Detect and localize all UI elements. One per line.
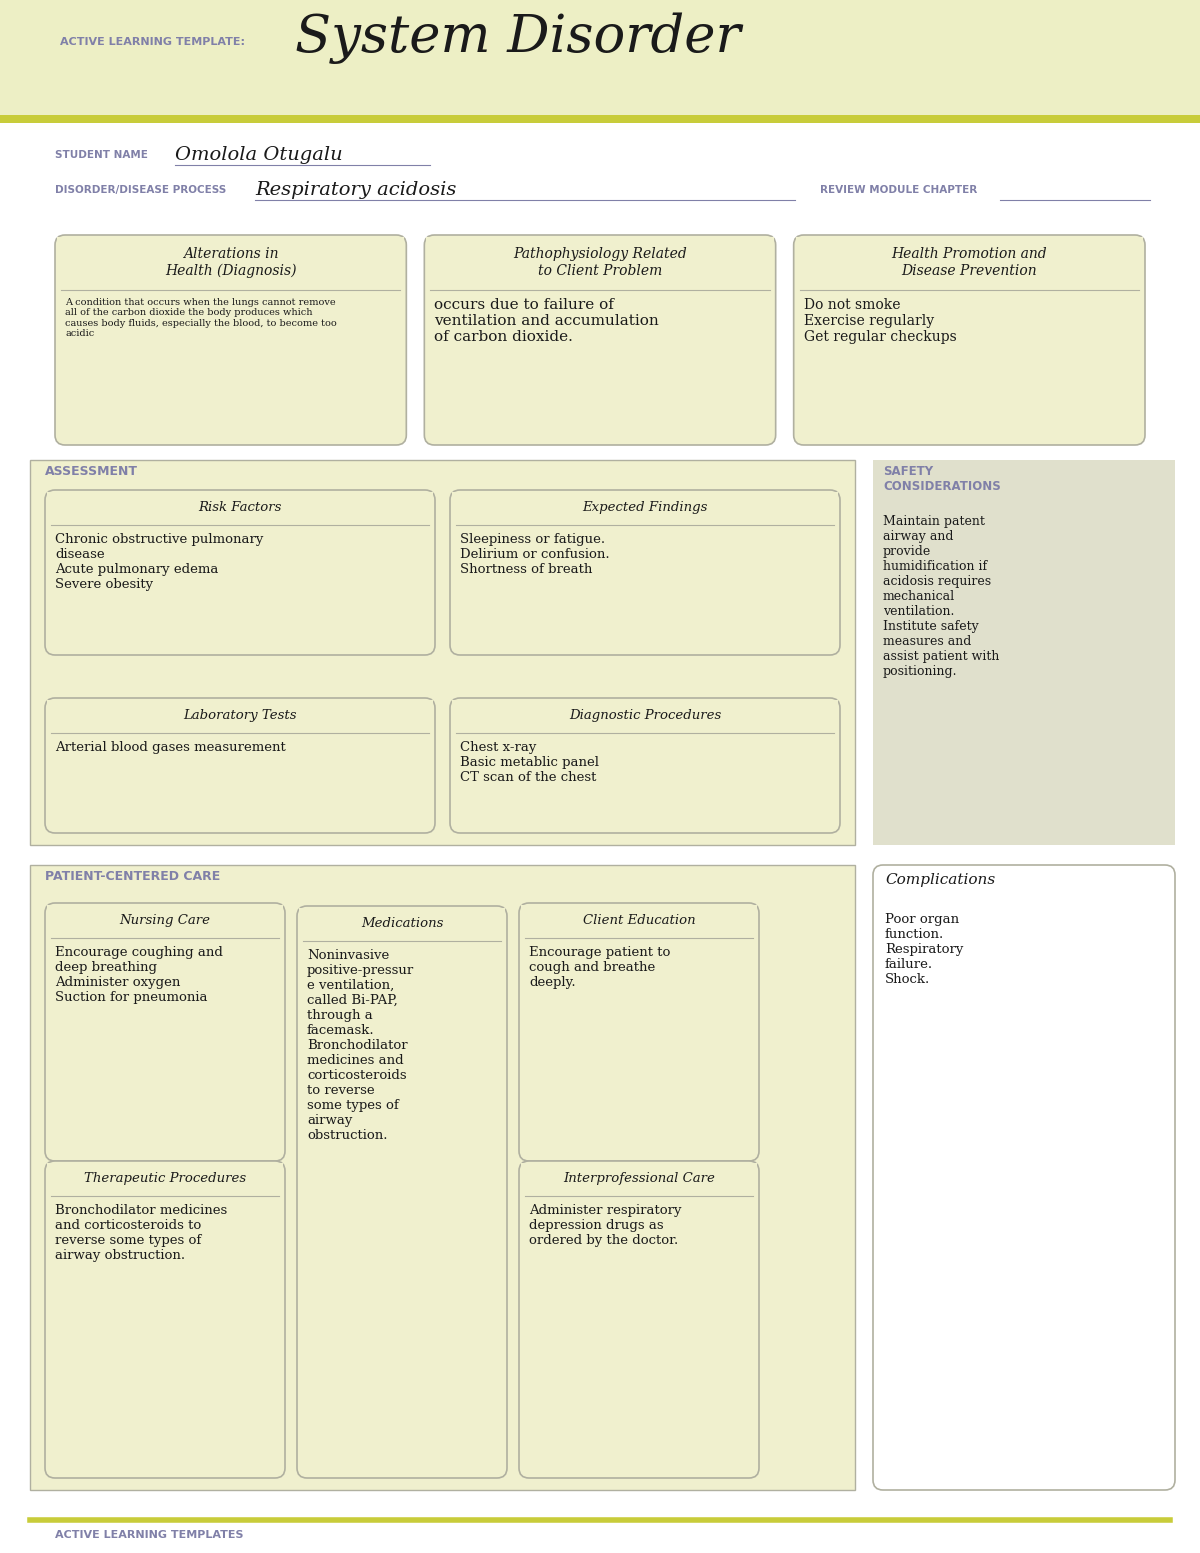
Text: Encourage coughing and
deep breathing
Administer oxygen
Suction for pneumonia: Encourage coughing and deep breathing Ad…	[55, 946, 223, 1003]
Text: Interprofessional Care: Interprofessional Care	[563, 1173, 715, 1185]
Text: Client Education: Client Education	[583, 915, 695, 927]
FancyBboxPatch shape	[46, 697, 436, 832]
Text: Poor organ
function.
Respiratory
failure.
Shock.: Poor organ function. Respiratory failure…	[886, 913, 964, 986]
Text: PATIENT-CENTERED CARE: PATIENT-CENTERED CARE	[46, 870, 221, 884]
Text: Laboratory Tests: Laboratory Tests	[184, 710, 296, 722]
Bar	[47, 700, 433, 733]
Text: STUDENT NAME: STUDENT NAME	[55, 151, 148, 160]
FancyBboxPatch shape	[46, 902, 286, 1162]
Text: Medications: Medications	[361, 916, 443, 930]
Bar	[299, 909, 505, 941]
FancyBboxPatch shape	[298, 905, 508, 1478]
Text: Expected Findings: Expected Findings	[582, 502, 708, 514]
FancyBboxPatch shape	[46, 491, 436, 655]
Bar	[30, 865, 854, 1489]
FancyBboxPatch shape	[793, 235, 1145, 446]
Text: ACTIVE LEARNING TEMPLATES: ACTIVE LEARNING TEMPLATES	[55, 1530, 244, 1541]
FancyBboxPatch shape	[46, 1162, 286, 1478]
Bar	[47, 905, 283, 938]
Bar	[874, 460, 1175, 845]
Text: Noninvasive
positive-pressur
e ventilation,
called Bi-PAP,
through a
facemask.
B: Noninvasive positive-pressur e ventilati…	[307, 949, 414, 1141]
Bar	[58, 238, 404, 290]
Text: Maintain patent
airway and
provide
humidification if
acidosis requires
mechanica: Maintain patent airway and provide humid…	[883, 516, 1000, 679]
Text: Complications: Complications	[886, 873, 995, 887]
FancyBboxPatch shape	[425, 235, 775, 446]
Text: Chronic obstructive pulmonary
disease
Acute pulmonary edema
Severe obesity: Chronic obstructive pulmonary disease Ac…	[55, 533, 263, 592]
Text: Health Promotion and
Disease Prevention: Health Promotion and Disease Prevention	[892, 247, 1048, 278]
Text: ASSESSMENT: ASSESSMENT	[46, 464, 138, 478]
Bar	[47, 1163, 283, 1196]
Text: Administer respiratory
depression drugs as
ordered by the doctor.: Administer respiratory depression drugs …	[529, 1204, 682, 1247]
Bar	[426, 238, 774, 290]
FancyBboxPatch shape	[520, 1162, 760, 1478]
Text: System Disorder: System Disorder	[295, 12, 740, 64]
Text: Pathophysiology Related
to Client Problem: Pathophysiology Related to Client Proble…	[514, 247, 686, 278]
FancyBboxPatch shape	[450, 491, 840, 655]
Text: Do not smoke
Exercise regularly
Get regular checkups: Do not smoke Exercise regularly Get regu…	[804, 298, 956, 345]
Text: ACTIVE LEARNING TEMPLATE:: ACTIVE LEARNING TEMPLATE:	[60, 37, 245, 47]
Bar	[452, 700, 838, 733]
FancyBboxPatch shape	[55, 235, 407, 446]
Text: Respiratory acidosis: Respiratory acidosis	[256, 182, 456, 199]
Bar	[0, 115, 1200, 123]
Text: Risk Factors: Risk Factors	[198, 502, 282, 514]
Text: REVIEW MODULE CHAPTER: REVIEW MODULE CHAPTER	[820, 185, 977, 196]
Text: Nursing Care: Nursing Care	[120, 915, 210, 927]
FancyBboxPatch shape	[874, 865, 1175, 1489]
Bar	[30, 460, 854, 845]
Bar	[521, 1163, 757, 1196]
Text: Omolola Otugalu: Omolola Otugalu	[175, 146, 343, 165]
Text: Therapeutic Procedures: Therapeutic Procedures	[84, 1173, 246, 1185]
Text: occurs due to failure of
ventilation and accumulation
of carbon dioxide.: occurs due to failure of ventilation and…	[434, 298, 659, 345]
Text: SAFETY
CONSIDERATIONS: SAFETY CONSIDERATIONS	[883, 464, 1001, 492]
Text: Chest x-ray
Basic metablic panel
CT scan of the chest: Chest x-ray Basic metablic panel CT scan…	[460, 741, 599, 784]
Bar	[521, 905, 757, 938]
Text: DISORDER/DISEASE PROCESS: DISORDER/DISEASE PROCESS	[55, 185, 227, 196]
Text: Arterial blood gases measurement: Arterial blood gases measurement	[55, 741, 286, 755]
Bar	[452, 492, 838, 525]
Text: Alterations in
Health (Diagnosis): Alterations in Health (Diagnosis)	[164, 247, 296, 278]
Text: Sleepiness or fatigue.
Delirium or confusion.
Shortness of breath: Sleepiness or fatigue. Delirium or confu…	[460, 533, 610, 576]
Bar	[796, 238, 1142, 290]
Text: Encourage patient to
cough and breathe
deeply.: Encourage patient to cough and breathe d…	[529, 946, 671, 989]
Text: Bronchodilator medicines
and corticosteroids to
reverse some types of
airway obs: Bronchodilator medicines and corticoster…	[55, 1204, 227, 1263]
Text: Diagnostic Procedures: Diagnostic Procedures	[569, 710, 721, 722]
Text: A condition that occurs when the lungs cannot remove
all of the carbon dioxide t: A condition that occurs when the lungs c…	[65, 298, 337, 339]
FancyBboxPatch shape	[520, 902, 760, 1162]
Bar	[0, 0, 1200, 115]
Bar	[47, 492, 433, 525]
FancyBboxPatch shape	[450, 697, 840, 832]
